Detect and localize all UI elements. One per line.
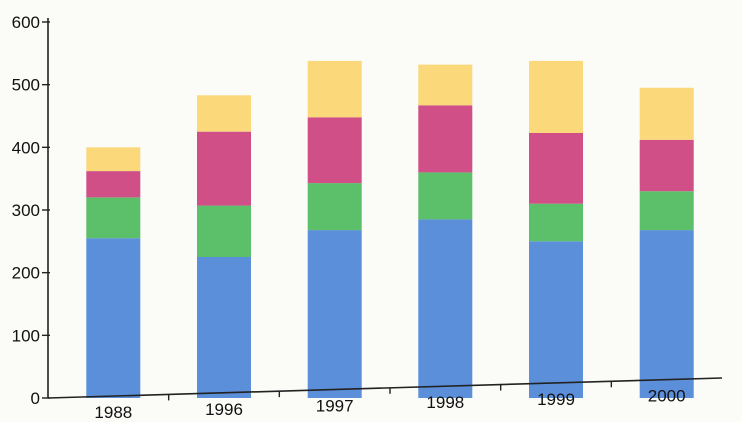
bar-segment-1997-2 bbox=[307, 183, 362, 231]
y-tick-label-0: 0 bbox=[31, 389, 40, 408]
bar-segment-1988-2 bbox=[86, 197, 141, 239]
bar-segment-1999-2 bbox=[529, 203, 583, 242]
bar-segment-2000-1 bbox=[639, 230, 694, 398]
bar-segment-1996-1 bbox=[197, 257, 251, 398]
bar-segment-1999-4 bbox=[529, 60, 583, 133]
bar-segment-2000-2 bbox=[639, 191, 694, 231]
bar-segment-1997-4 bbox=[307, 60, 362, 118]
bar-segment-1999-3 bbox=[529, 132, 583, 204]
bar-segment-1996-2 bbox=[197, 205, 251, 257]
x-tick-label-1997: 1997 bbox=[316, 396, 354, 415]
y-tick-label-500: 500 bbox=[12, 76, 40, 95]
y-tick-label-300: 300 bbox=[12, 201, 40, 220]
x-tick-label-1998: 1998 bbox=[426, 393, 464, 412]
bar-segment-1998-1 bbox=[418, 219, 473, 398]
bar-segment-1999-1 bbox=[529, 241, 583, 398]
x-tick-label-1996: 1996 bbox=[205, 400, 243, 419]
x-tick-label-1988: 1988 bbox=[94, 403, 132, 422]
y-tick-label-100: 100 bbox=[12, 326, 40, 345]
bars-layer bbox=[86, 60, 694, 398]
x-tick-label-1999: 1999 bbox=[537, 390, 575, 409]
bar-segment-1988-3 bbox=[86, 171, 141, 198]
bar-segment-1998-4 bbox=[418, 64, 473, 106]
bar-segment-1997-1 bbox=[307, 230, 362, 398]
x-tick-label-2000: 2000 bbox=[648, 387, 686, 406]
bar-segment-1998-2 bbox=[418, 172, 473, 220]
bar-segment-1998-3 bbox=[418, 105, 473, 173]
y-tick-label-600: 600 bbox=[12, 13, 40, 32]
y-tick-label-200: 200 bbox=[12, 264, 40, 283]
axes-layer: 0 100 200 300 400 500 600 1988 1996 1997 1998 1999 2… bbox=[12, 13, 723, 422]
bar-segment-2000-3 bbox=[639, 139, 694, 192]
y-tick-label-400: 400 bbox=[12, 138, 40, 157]
bar-segment-1988-4 bbox=[86, 147, 141, 172]
bar-segment-1996-4 bbox=[197, 95, 251, 132]
bar-segment-1996-3 bbox=[197, 131, 251, 206]
x-axis-line bbox=[47, 377, 723, 399]
bar-segment-2000-4 bbox=[639, 87, 694, 140]
bar-segment-1997-3 bbox=[307, 117, 362, 184]
bar-segment-1988-1 bbox=[86, 238, 141, 398]
